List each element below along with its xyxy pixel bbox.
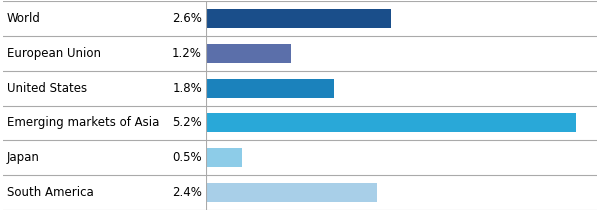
Text: 1.8%: 1.8% [172, 82, 202, 95]
Text: 1.2%: 1.2% [172, 47, 202, 60]
Text: South America: South America [7, 186, 94, 199]
Text: 5.2%: 5.2% [172, 116, 202, 129]
Bar [206, 44, 292, 63]
Text: Japan: Japan [7, 151, 40, 164]
Text: Emerging markets of Asia: Emerging markets of Asia [7, 116, 160, 129]
Text: United States: United States [7, 82, 87, 95]
Text: 2.6%: 2.6% [172, 12, 202, 25]
Bar [206, 148, 242, 167]
Text: World: World [7, 12, 41, 25]
Text: 2.4%: 2.4% [172, 186, 202, 199]
Bar [206, 113, 575, 133]
Bar [206, 9, 391, 28]
Bar [206, 183, 377, 202]
Bar [206, 78, 334, 98]
Text: 0.5%: 0.5% [172, 151, 202, 164]
Text: European Union: European Union [7, 47, 101, 60]
